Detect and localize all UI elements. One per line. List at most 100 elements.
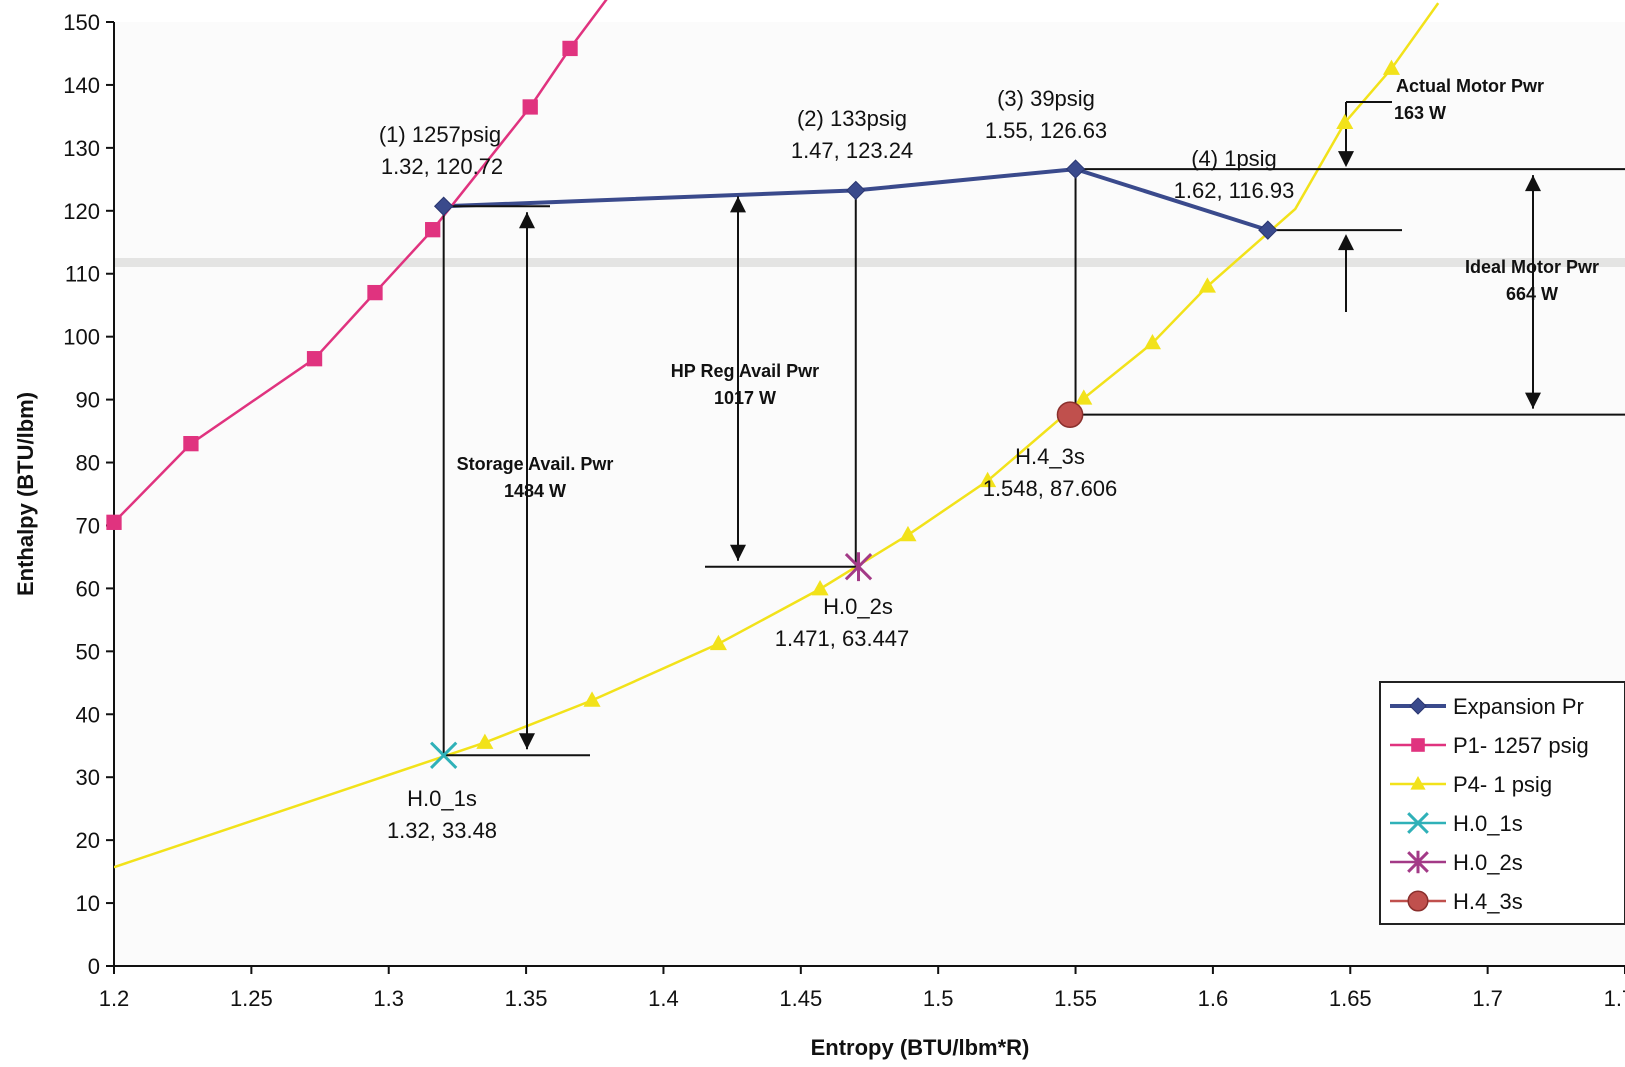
data-point xyxy=(1336,113,1354,129)
x-tick-label: 1.25 xyxy=(230,986,273,1011)
markers-layer xyxy=(106,40,1401,769)
arrow-head xyxy=(730,196,746,213)
y-tick-label: 70 xyxy=(76,513,100,538)
x-tick-label: 1.55 xyxy=(1054,986,1097,1011)
point-3-title: (3) 39psig xyxy=(997,86,1095,111)
point-4-title: (4) 1psig xyxy=(1191,146,1277,171)
x-tick-label: 1.7 xyxy=(1472,986,1503,1011)
scan-band xyxy=(114,258,1625,267)
series-layer xyxy=(114,0,1440,869)
data-point xyxy=(1258,220,1278,240)
x-tick-label: 1.2 xyxy=(99,986,130,1011)
y-tick-label: 60 xyxy=(76,576,100,601)
series-line xyxy=(114,0,608,524)
point-4-value: 1.62, 116.93 xyxy=(1174,178,1295,203)
legend-box xyxy=(1379,681,1625,925)
data-point xyxy=(899,525,917,542)
arrow-head xyxy=(1338,151,1354,168)
data-point xyxy=(709,634,727,651)
arrow-head xyxy=(730,544,746,561)
y-tick-label: 100 xyxy=(63,325,100,350)
y-tick-label: 130 xyxy=(63,136,100,161)
legend-label: H.4_3s xyxy=(1453,889,1523,914)
x-tick-label: 1.45 xyxy=(779,986,822,1011)
data-point xyxy=(562,40,578,57)
data-point xyxy=(846,180,866,201)
hpreg-power-value: 1017 W xyxy=(714,388,776,408)
data-point xyxy=(811,580,829,596)
y-tick-label: 30 xyxy=(76,765,100,790)
data-point xyxy=(106,514,122,530)
data-point xyxy=(844,552,873,582)
arrow-head xyxy=(1338,234,1354,251)
y-tick-label: 50 xyxy=(76,639,100,664)
data-point xyxy=(522,99,538,115)
point-2-value: 1.47, 123.24 xyxy=(791,138,913,163)
series-line xyxy=(114,2,1440,869)
data-point xyxy=(1382,59,1401,75)
h01-value: 1.32, 33.48 xyxy=(387,818,497,843)
x-tick-label: 1.6 xyxy=(1198,986,1229,1011)
x-tick-label: 1.3 xyxy=(373,986,404,1011)
y-tick-label: 90 xyxy=(76,388,100,413)
x-tick-label: 1.75 xyxy=(1604,986,1625,1011)
h02-value: 1.471, 63.447 xyxy=(775,626,910,651)
h43-value: 1.548, 87.606 xyxy=(983,476,1118,501)
legend-label: P1- 1257 psig xyxy=(1453,733,1589,758)
data-point xyxy=(183,436,199,452)
x-tick-label: 1.65 xyxy=(1329,986,1372,1011)
data-point xyxy=(1056,401,1084,429)
y-tick-label: 0 xyxy=(88,954,100,979)
y-tick-label: 80 xyxy=(76,451,100,476)
data-point xyxy=(979,471,997,488)
legend-swatch-marker xyxy=(1410,776,1426,790)
y-tick-label: 120 xyxy=(63,199,100,224)
y-axis-ticks: 0 10 20 30 40 50 60 70 80 90 100 110 120 130 140 150 xyxy=(63,10,114,979)
arrow-head xyxy=(1525,175,1541,192)
arrow-head xyxy=(1525,392,1541,409)
data-point xyxy=(430,741,458,769)
point-1-value: 1.32, 120.72 xyxy=(381,154,503,179)
actual-motor-power-label: Actual Motor Pwr xyxy=(1396,76,1544,96)
guide-lines xyxy=(442,101,1625,757)
data-point xyxy=(425,222,441,238)
y-tick-label: 150 xyxy=(63,10,100,35)
y-axis-title: Enthalpy (BTU/lbm) xyxy=(13,392,38,596)
x-tick-label: 1.4 xyxy=(648,986,679,1011)
h43-title: H.4_3s xyxy=(1015,444,1085,469)
data-point xyxy=(1198,277,1216,293)
data-point xyxy=(583,691,601,707)
data-point xyxy=(1075,389,1093,405)
legend-swatch-marker xyxy=(1407,850,1429,874)
data-point xyxy=(1143,333,1162,350)
x-tick-label: 1.5 xyxy=(923,986,954,1011)
legend-label: H.0_1s xyxy=(1453,811,1523,836)
x-tick-label: 1.35 xyxy=(505,986,548,1011)
legend-swatch-marker xyxy=(1407,890,1429,912)
y-tick-label: 10 xyxy=(76,891,100,916)
legend-swatch-marker xyxy=(1411,738,1425,752)
legend: Expansion Pr P1- 1257 psig P4- 1 psig H.0_1… xyxy=(1379,681,1625,925)
hpreg-power-label: HP Reg Avail Pwr xyxy=(671,361,819,381)
x-axis-title: Entropy (BTU/lbm*R) xyxy=(811,1035,1030,1060)
h01-title: H.0_1s xyxy=(407,786,477,811)
data-point xyxy=(433,196,454,216)
data-point xyxy=(367,284,383,301)
ideal-motor-power-label: Ideal Motor Pwr xyxy=(1465,257,1599,277)
ideal-motor-power-value: 664 W xyxy=(1506,284,1558,304)
legend-label: P4- 1 psig xyxy=(1453,772,1552,797)
legend-swatch-marker xyxy=(1407,812,1429,834)
data-point xyxy=(1065,159,1086,179)
h02-title: H.0_2s xyxy=(823,594,893,619)
y-tick-label: 110 xyxy=(65,262,100,287)
y-tick-label: 20 xyxy=(76,828,100,853)
legend-label: Expansion Pr xyxy=(1453,694,1584,719)
arrow-head xyxy=(519,733,535,750)
point-1-title: (1) 1257psig xyxy=(379,122,501,147)
arrow-head xyxy=(519,212,535,229)
y-tick-label: 140 xyxy=(63,73,100,98)
x-axis-ticks: 1.2 1.25 1.3 1.35 1.4 1.45 1.5 1.55 1.6 1.65 1.7 1.… xyxy=(99,966,1625,1011)
point-3-value: 1.55, 126.63 xyxy=(985,118,1107,143)
point-2-title: (2) 133psig xyxy=(797,106,907,131)
